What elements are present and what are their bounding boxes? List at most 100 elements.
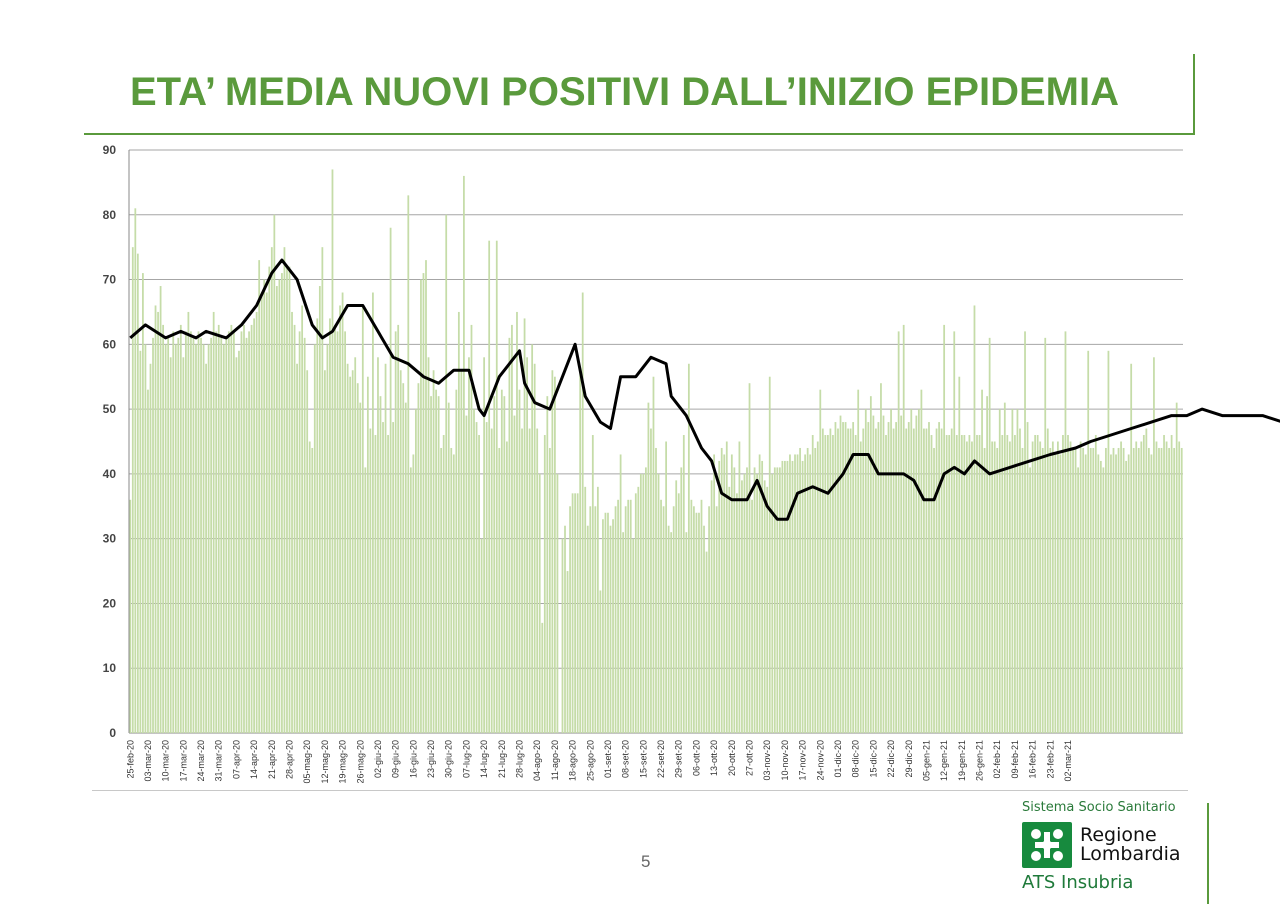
bar xyxy=(326,344,329,733)
x-tick-label: 26-mag-20 xyxy=(355,740,365,784)
x-tick-label: 12-mag-20 xyxy=(320,740,330,784)
bar xyxy=(821,428,824,733)
bar xyxy=(1163,435,1165,733)
bar xyxy=(248,331,250,733)
bar xyxy=(1014,435,1016,733)
bar xyxy=(205,363,207,733)
bar xyxy=(756,473,758,733)
bar xyxy=(801,460,804,733)
bar xyxy=(912,428,915,733)
x-tick-label: 11-ago-20 xyxy=(550,740,560,780)
bar xyxy=(602,519,604,733)
bar xyxy=(291,311,293,733)
bar xyxy=(581,292,584,733)
y-tick-label: 50 xyxy=(103,402,117,416)
bar xyxy=(447,402,450,733)
bar xyxy=(407,195,410,733)
bar xyxy=(794,454,796,733)
x-tick-label: 19-mag-20 xyxy=(338,740,348,784)
bar xyxy=(142,273,144,733)
bar xyxy=(1054,454,1057,733)
bar xyxy=(1044,337,1047,733)
bar xyxy=(735,493,738,733)
bar xyxy=(561,538,564,733)
bar xyxy=(1097,454,1100,733)
bar xyxy=(639,473,642,733)
bar xyxy=(622,532,625,733)
bar xyxy=(129,499,132,733)
bar xyxy=(607,512,609,733)
chart-bars xyxy=(129,169,1183,734)
bar xyxy=(1082,447,1085,733)
y-tick-label: 70 xyxy=(103,273,117,287)
bar xyxy=(1158,447,1160,733)
bar xyxy=(1137,447,1140,733)
bar xyxy=(1094,435,1097,733)
bar xyxy=(301,305,304,733)
bar xyxy=(604,512,607,733)
bar xyxy=(814,447,817,733)
bar xyxy=(177,337,180,733)
x-tick-label: 24-mar-20 xyxy=(196,740,206,782)
bar xyxy=(503,396,506,733)
bar xyxy=(210,337,213,733)
bar xyxy=(925,428,928,733)
bar xyxy=(778,467,781,733)
bar xyxy=(200,337,202,733)
bar xyxy=(998,409,1001,733)
bar xyxy=(225,337,228,733)
bar xyxy=(854,435,857,733)
bar xyxy=(766,486,769,733)
bar xyxy=(356,383,359,733)
bar xyxy=(687,363,690,733)
bar xyxy=(564,525,566,733)
bar xyxy=(1039,441,1042,733)
bar xyxy=(849,428,852,733)
bar xyxy=(243,324,245,733)
bar xyxy=(1112,447,1115,733)
bar xyxy=(690,499,693,733)
bar xyxy=(258,260,261,733)
bar xyxy=(710,480,713,733)
bar xyxy=(662,506,665,733)
bar xyxy=(420,279,422,733)
title-underline xyxy=(84,133,1195,135)
bar xyxy=(996,447,999,733)
bar xyxy=(824,435,827,733)
x-tick-label: 21-lug-20 xyxy=(497,740,507,778)
bar xyxy=(986,396,988,733)
bar xyxy=(887,422,890,733)
bar xyxy=(892,428,895,733)
bar xyxy=(885,435,887,733)
bar xyxy=(758,454,761,733)
bar xyxy=(412,454,415,733)
bar xyxy=(614,506,617,733)
bar xyxy=(207,344,210,733)
bar xyxy=(154,305,157,733)
bar xyxy=(366,376,369,733)
bar xyxy=(518,389,521,733)
bar xyxy=(591,435,594,733)
bar xyxy=(971,441,973,733)
bar xyxy=(589,506,592,733)
bar xyxy=(475,422,478,733)
bar xyxy=(1072,447,1074,733)
bar xyxy=(490,428,493,733)
bar xyxy=(162,324,165,733)
bar xyxy=(1132,447,1135,733)
logo-text-ats-insubria: ATS Insubria xyxy=(1022,872,1134,893)
bar xyxy=(536,428,539,733)
logo-subtitle: Sistema Socio Sanitario xyxy=(1022,800,1176,815)
bar xyxy=(1084,454,1087,733)
logo-text-lombardia: Lombardia xyxy=(1080,843,1181,865)
bar xyxy=(1079,441,1082,733)
bar xyxy=(1117,447,1120,733)
bar xyxy=(402,383,405,733)
bar xyxy=(761,460,764,733)
bar xyxy=(1130,363,1133,733)
bar xyxy=(488,240,491,733)
bar xyxy=(811,435,814,733)
x-tick-label: 04-ago-20 xyxy=(532,740,542,781)
y-tick-label: 30 xyxy=(103,532,117,546)
title-side-rule xyxy=(1193,54,1195,135)
